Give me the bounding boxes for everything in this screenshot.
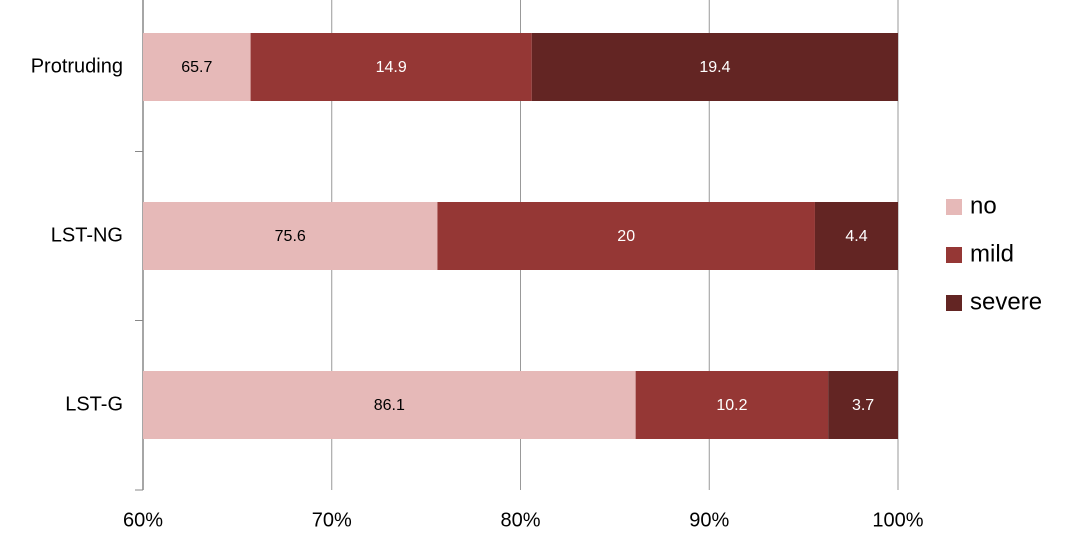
data-label: 14.9: [376, 59, 407, 76]
data-label: 19.4: [699, 59, 730, 76]
bar-segment: [143, 371, 636, 439]
data-label: 10.2: [716, 397, 747, 414]
x-tick-label: 100%: [872, 509, 923, 531]
x-tick-label: 80%: [500, 509, 540, 531]
legend-swatch: [946, 295, 962, 311]
y-tick-label: LST-NG: [51, 224, 123, 246]
data-label: 4.4: [845, 228, 867, 245]
legend-swatch: [946, 199, 962, 215]
data-label: 20: [617, 228, 635, 245]
bar-segment: [437, 202, 815, 270]
bar-segment: [143, 202, 438, 270]
x-tick-label: 60%: [123, 509, 163, 531]
bar-segment: [531, 33, 898, 101]
bar-segment: [143, 33, 251, 101]
x-tick-label: 70%: [312, 509, 352, 531]
bar-segment: [814, 202, 898, 270]
legend-label: mild: [970, 240, 1014, 267]
bar-segment: [635, 371, 829, 439]
bar-segment: [250, 33, 532, 101]
x-tick-label: 90%: [689, 509, 729, 531]
legend-swatch: [946, 247, 962, 263]
bar-segment: [828, 371, 898, 439]
data-label: 65.7: [181, 59, 212, 76]
data-label: 86.1: [374, 397, 405, 414]
legend-label: no: [970, 192, 997, 219]
data-label: 75.6: [275, 228, 306, 245]
legend-label: severe: [970, 288, 1042, 315]
y-tick-label: Protruding: [31, 55, 123, 77]
data-label: 3.7: [852, 397, 874, 414]
y-tick-label: LST-G: [65, 393, 123, 415]
